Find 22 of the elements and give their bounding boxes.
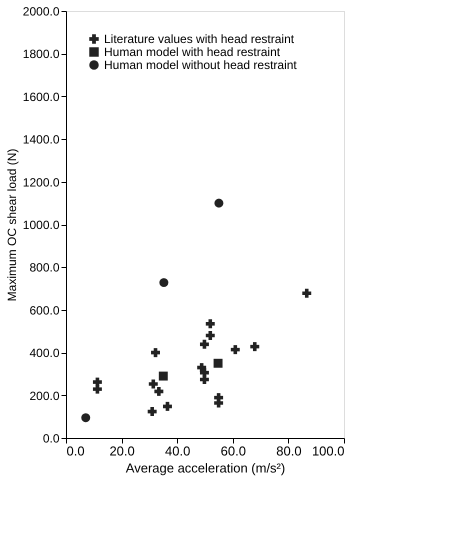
x-tick-label: 20.0 <box>109 444 135 458</box>
y-tick-label: 1600.0 <box>22 90 60 104</box>
y-tick-label: 800.0 <box>29 260 60 275</box>
y-tick-label: 400.0 <box>29 346 60 360</box>
y-axis-title: Maximum OC shear load (N) <box>4 148 19 302</box>
legend-label: Human model without head restraint <box>104 58 298 72</box>
y-tick-label: 1800.0 <box>22 47 60 62</box>
x-tick-label: 60.0 <box>220 444 246 458</box>
x-tick-label: 80.0 <box>276 444 302 458</box>
y-tick-label: 200.0 <box>29 388 60 403</box>
y-tick-label: 1400.0 <box>22 132 60 147</box>
x-axis-title: Average acceleration (m/s²) <box>126 460 286 476</box>
x-tick-label: 100.0 <box>312 444 344 458</box>
y-tick-label: 1200.0 <box>22 175 60 190</box>
y-tick-label: 0.0 <box>42 432 60 446</box>
x-tick-label: 40.0 <box>165 444 190 458</box>
legend-label: Human model with head restraint <box>104 45 281 59</box>
x-tick-label: 0.0 <box>66 444 85 458</box>
y-tick-label: 2000.0 <box>22 4 60 18</box>
y-tick-label: 1000.0 <box>22 218 60 232</box>
legend-label: Literature values with head restraint <box>104 32 295 46</box>
y-tick-label: 600.0 <box>29 303 60 318</box>
